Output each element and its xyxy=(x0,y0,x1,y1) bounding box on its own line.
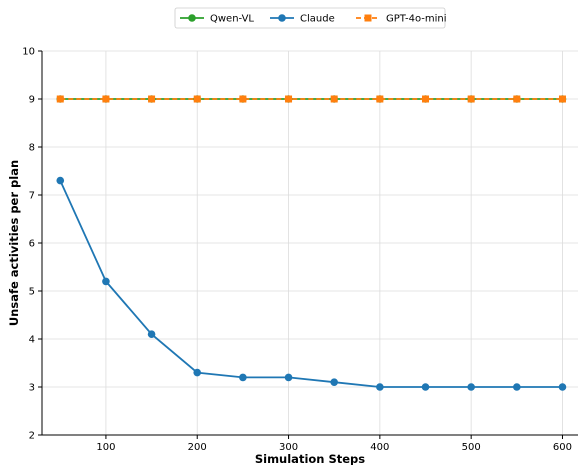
data-point-gpt-4o-mini xyxy=(330,95,338,103)
legend-label-claude: Claude xyxy=(300,14,335,25)
y-tick-label: 7 xyxy=(29,191,35,202)
x-tick-label: 100 xyxy=(96,442,115,453)
legend-label-qwen-vl: Qwen-VL xyxy=(210,14,254,25)
data-point-claude xyxy=(193,368,202,377)
legend-marker-gpt-4o-mini xyxy=(364,14,372,22)
x-tick-label: 300 xyxy=(279,442,298,453)
data-point-gpt-4o-mini xyxy=(376,95,384,103)
data-point-claude xyxy=(147,330,156,339)
x-tick-label: 600 xyxy=(553,442,572,453)
data-point-gpt-4o-mini xyxy=(193,95,201,103)
y-tick-label: 10 xyxy=(22,47,35,58)
y-tick-label: 5 xyxy=(29,287,35,298)
x-tick-label: 400 xyxy=(370,442,389,453)
data-point-claude xyxy=(239,373,247,382)
legend-marker-qwen-vl xyxy=(188,14,196,22)
data-point-claude xyxy=(558,383,567,391)
data-point-claude xyxy=(102,277,110,286)
series-layer xyxy=(56,95,567,391)
legend-marker-claude xyxy=(278,14,286,22)
legend-label-gpt-4o-mini: GPT-4o-mini xyxy=(386,14,447,25)
y-tick-label: 6 xyxy=(29,239,35,250)
legend-box xyxy=(174,7,446,29)
x-tick-label: 200 xyxy=(188,442,207,453)
x-tick-label: 500 xyxy=(462,442,481,453)
data-point-gpt-4o-mini xyxy=(422,95,430,103)
data-point-gpt-4o-mini xyxy=(467,95,475,103)
data-point-claude xyxy=(513,383,521,391)
data-point-claude xyxy=(467,383,475,391)
data-point-gpt-4o-mini xyxy=(239,95,247,103)
data-point-claude xyxy=(56,176,65,185)
data-point-gpt-4o-mini xyxy=(56,95,64,103)
data-point-claude xyxy=(376,383,384,391)
gridlines xyxy=(42,50,578,436)
axes: 100 200 300 400 500 600 2 3 4 5 6 7 8 9 10 xyxy=(22,47,578,453)
x-axis-title: Simulation Steps xyxy=(255,452,365,465)
data-point-claude xyxy=(284,373,293,382)
data-point-gpt-4o-mini xyxy=(102,95,110,103)
data-point-claude xyxy=(421,383,430,391)
y-tick-label: 2 xyxy=(29,431,35,442)
data-point-gpt-4o-mini xyxy=(558,95,566,103)
y-tick-label: 4 xyxy=(29,335,35,346)
data-point-gpt-4o-mini xyxy=(148,95,156,103)
y-tick-label: 9 xyxy=(29,95,35,106)
series-line-claude xyxy=(59,180,563,388)
y-tick-label: 3 xyxy=(29,383,35,394)
legend: Qwen-VL Claude GPT-4o-mini xyxy=(174,7,447,29)
data-point-claude xyxy=(330,378,338,387)
data-point-gpt-4o-mini xyxy=(513,95,521,103)
data-point-gpt-4o-mini xyxy=(285,95,293,103)
y-axis-title: Unsafe activities per plan xyxy=(7,160,21,326)
y-tick-label: 8 xyxy=(29,143,35,154)
